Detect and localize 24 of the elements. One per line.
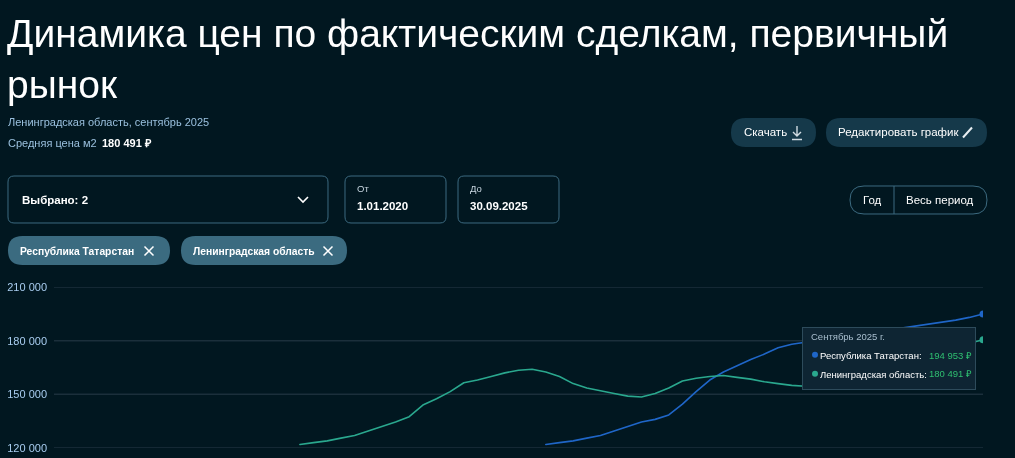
chart-subtitle: Ленинградская область, сентябрь 2025: [8, 116, 210, 128]
chart-title: Динамика цен по фактическим сделкам, первичный рынок: [7, 11, 949, 106]
text: Редактировать график: [838, 126, 960, 138]
text: Скачать: [744, 126, 788, 138]
annotation: 194 953 ₽: [929, 350, 972, 361]
y-tick-label: 120 000: [7, 441, 47, 454]
text: До: [470, 183, 482, 194]
text: Выбрано: 2: [22, 194, 89, 206]
text: Год: [863, 194, 882, 206]
text: Средняя цена м2: [8, 137, 97, 149]
text: Республика Татарстан: [20, 246, 135, 257]
legend-title: Сентябрь 2025 г.: [811, 331, 885, 343]
text: 180 491 ₽: [102, 137, 152, 149]
y-tick-label: 180 000: [7, 334, 47, 347]
y-tick-label: 150 000: [7, 388, 47, 401]
text: От: [357, 183, 370, 194]
text: 1.01.2020: [357, 200, 409, 212]
text: 30.09.2025: [470, 200, 529, 212]
text: Ленинградская область: [193, 246, 315, 257]
legend-label: Ленинградская область:: [820, 368, 927, 380]
annotation: 180 491 ₽: [929, 368, 972, 379]
legend-label: Республика Татарстан:: [820, 349, 922, 361]
y-tick-label: 210 000: [7, 280, 47, 293]
text: Весь период: [906, 194, 974, 206]
